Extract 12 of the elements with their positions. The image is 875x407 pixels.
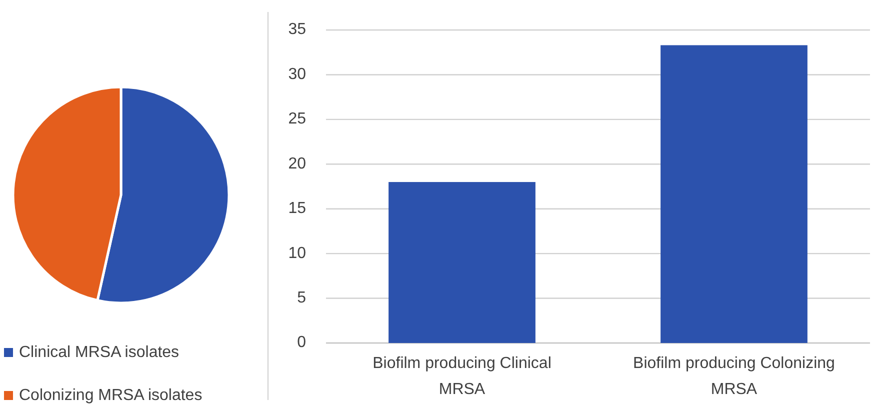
legend-label: Colonizing MRSA isolates bbox=[19, 387, 202, 404]
y-tick-label: 20 bbox=[288, 155, 306, 172]
y-tick-label: 15 bbox=[288, 200, 306, 218]
y-tick-label: 25 bbox=[288, 110, 306, 128]
y-tick-label: 35 bbox=[288, 21, 306, 38]
x-tick-label: Biofilm producing Colonizing MRSA bbox=[633, 355, 835, 398]
x-tick-label: Biofilm producing Clinical MRSA bbox=[372, 355, 552, 398]
y-tick-label: 5 bbox=[297, 290, 306, 307]
y-tick-label: 30 bbox=[288, 66, 306, 83]
y-tick-label: 0 bbox=[297, 334, 306, 352]
legend-label: Clinical MRSA isolates bbox=[19, 344, 180, 362]
y-tick-label: 10 bbox=[288, 244, 306, 262]
